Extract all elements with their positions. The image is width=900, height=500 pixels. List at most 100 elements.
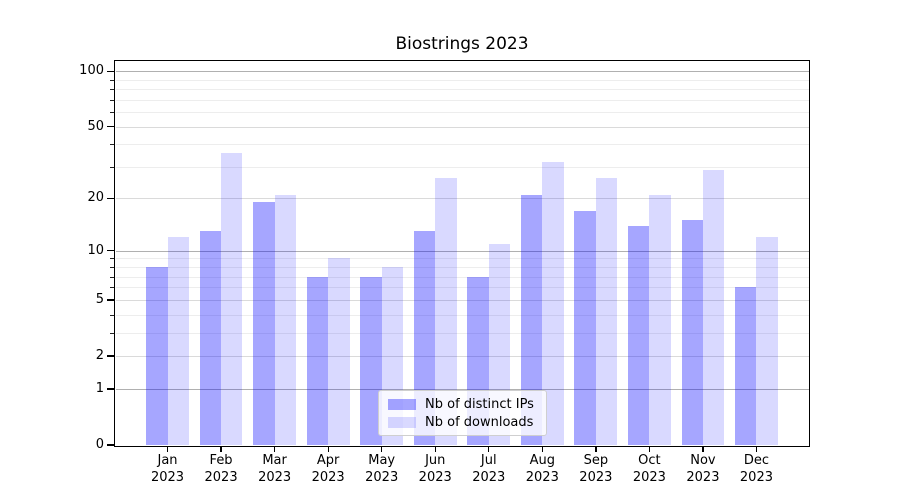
minor-gridline (115, 89, 809, 91)
x-tick-nov (702, 447, 704, 452)
month-label: Aug (529, 453, 555, 468)
year-label: 2023 (579, 470, 613, 485)
x-tick-jan (166, 447, 169, 452)
y-tick-0 (107, 444, 114, 446)
bar-distinct-ips-jan (146, 267, 168, 445)
bar-distinct-ips-apr (306, 276, 329, 445)
month-label: Jan (157, 453, 178, 468)
minor-gridline (115, 332, 809, 334)
x-tick-label-sep: Sep 2023 (564, 452, 628, 486)
bar-distinct-ips-nov (681, 220, 703, 445)
year-label: 2023 (739, 470, 773, 485)
minor-gridline (115, 276, 809, 278)
y-tick-2 (107, 355, 114, 357)
bar-downloads-dec (756, 237, 778, 445)
x-tick-label-may: May 2023 (350, 452, 414, 486)
x-tick-label-aug: Aug 2023 (510, 452, 574, 486)
minor-gridline (115, 79, 809, 81)
bar-downloads-apr (328, 258, 350, 445)
gridline-2 (115, 356, 809, 357)
y-minor-tick-3 (110, 332, 114, 334)
gridline-20 (115, 198, 809, 200)
y-minor-tick-90 (110, 79, 114, 81)
x-tick-label-mar: Mar 2023 (243, 452, 307, 486)
gridline-1 (115, 388, 809, 390)
year-label: 2023 (525, 470, 559, 485)
year-label: 2023 (150, 470, 185, 485)
legend-item-downloads: Nb of downloads (388, 413, 537, 431)
x-tick-sep (595, 447, 597, 452)
y-tick-50 (107, 125, 114, 128)
legend-item-distinct-ips: Nb of distinct IPs (388, 395, 537, 413)
x-tick-label-apr: Apr 2023 (296, 452, 360, 486)
y-tick-label-2: 2 (95, 348, 104, 363)
year-label: 2023 (258, 470, 292, 485)
year-label: 2023 (472, 470, 506, 485)
y-tick-label-50: 50 (87, 118, 104, 134)
year-label: 2023 (418, 470, 452, 485)
month-label: Jun (425, 453, 446, 468)
month-label: May (368, 453, 396, 468)
gridline-100 (115, 71, 809, 73)
x-tick-apr (327, 447, 329, 452)
x-tick-label-jun: Jun 2023 (403, 452, 467, 486)
y-tick-label-10: 10 (87, 242, 104, 258)
bar-distinct-ips-may (360, 276, 382, 445)
legend-label-downloads: Nb of downloads (425, 414, 534, 430)
minor-gridline (115, 112, 809, 114)
x-tick-may (381, 447, 383, 452)
bar-downloads-aug (542, 161, 564, 445)
bar-distinct-ips-aug (520, 194, 543, 445)
month-label: Oct (638, 453, 661, 468)
legend: Nb of distinct IPs Nb of downloads (378, 390, 547, 436)
minor-gridline (115, 287, 809, 289)
bar-downloads-jun (435, 178, 457, 445)
minor-gridline (115, 314, 809, 316)
y-minor-tick-6 (110, 287, 114, 289)
month-label: Mar (262, 453, 287, 468)
bar-distinct-ips-dec (735, 287, 757, 445)
y-tick-5 (107, 299, 114, 301)
gridline-50 (115, 126, 809, 128)
x-tick-label-oct: Oct 2023 (617, 452, 681, 486)
y-tick-1 (107, 388, 114, 390)
x-tick-feb (220, 447, 222, 452)
y-tick-label-20: 20 (87, 190, 104, 206)
bar-downloads-sep (595, 178, 618, 445)
month-label: Dec (743, 453, 770, 468)
y-tick-20 (107, 197, 114, 200)
minor-gridline (115, 144, 809, 146)
year-label: 2023 (365, 470, 399, 485)
x-tick-oct (648, 447, 651, 452)
y-tick-10 (107, 250, 114, 252)
y-tick-label-100: 100 (79, 63, 104, 79)
minor-gridline (115, 166, 809, 168)
bar-distinct-ips-mar (253, 202, 275, 445)
y-minor-tick-70 (110, 99, 114, 101)
gridline-5 (115, 299, 809, 301)
minor-gridline (115, 258, 809, 260)
legend-swatch-distinct-ips (388, 398, 416, 410)
bar-downloads-mar (274, 194, 297, 445)
minor-gridline (115, 99, 809, 101)
y-minor-tick-4 (110, 314, 114, 316)
y-tick-label-5: 5 (95, 291, 104, 307)
bar-downloads-feb (221, 152, 243, 445)
y-tick-100 (107, 70, 114, 72)
x-tick-label-feb: Feb 2023 (189, 452, 253, 486)
x-tick-mar (274, 447, 276, 452)
x-tick-jun (434, 447, 436, 452)
legend-swatch-downloads (388, 416, 416, 428)
y-tick-label-0: 0 (95, 437, 104, 452)
y-minor-tick-60 (110, 112, 114, 114)
bar-downloads-jan (167, 237, 189, 445)
month-label: Sep (583, 453, 609, 468)
year-label: 2023 (632, 470, 666, 485)
plot-area (114, 60, 810, 447)
bar-distinct-ips-oct (627, 225, 650, 445)
y-minor-tick-9 (110, 258, 114, 260)
year-label: 2023 (311, 470, 345, 485)
x-tick-aug (541, 447, 543, 452)
y-minor-tick-7 (110, 276, 114, 278)
